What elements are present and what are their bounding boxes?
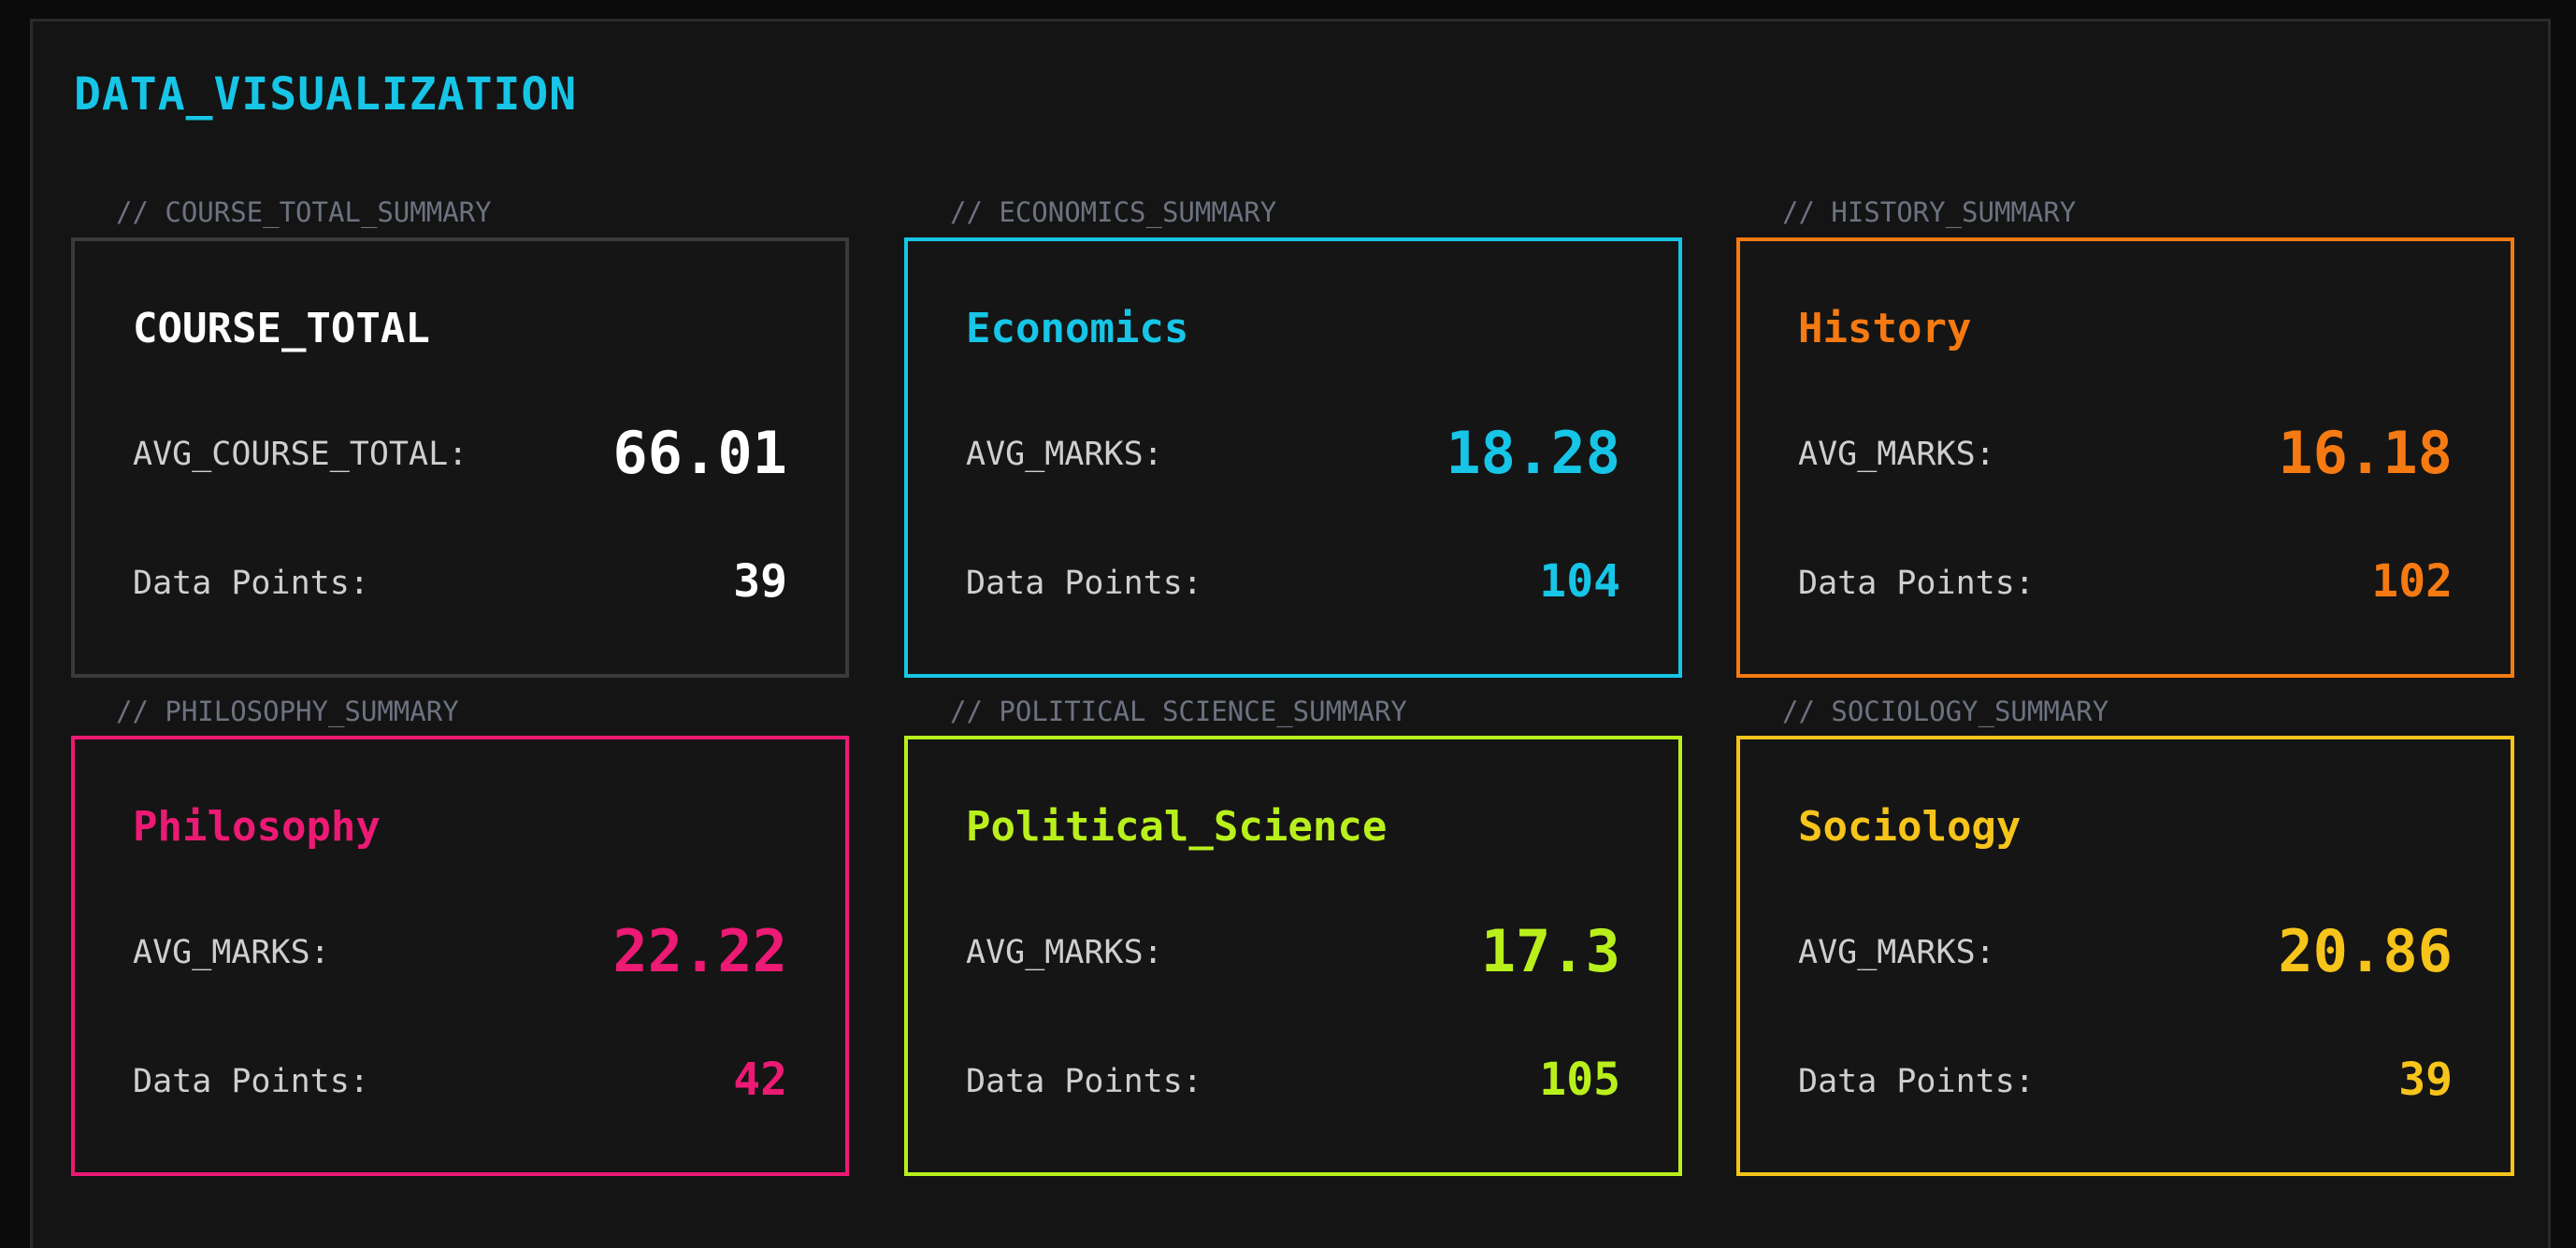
philosophy-card: Philosophy AVG_MARKS: 22.22 Data Points:…: [71, 736, 849, 1176]
card-title: Economics: [966, 305, 1189, 352]
economics-summary-label: // ECONOMICS_SUMMARY: [950, 196, 1277, 228]
history-summary-label: // HISTORY_SUMMARY: [1782, 196, 2077, 228]
history-card: History AVG_MARKS: 16.18 Data Points: 10…: [1736, 237, 2514, 678]
sociology-summary-label: // SOCIOLOGY_SUMMARY: [1782, 696, 2109, 727]
sociology-card: Sociology AVG_MARKS: 20.86 Data Points: …: [1736, 736, 2514, 1176]
avg-label: AVG_MARKS:: [1798, 436, 1995, 473]
avg-value: 20.86: [2278, 917, 2453, 985]
data-points-label: Data Points:: [133, 565, 369, 602]
course-total-card: COURSE_TOTAL AVG_COURSE_TOTAL: 66.01 Dat…: [71, 237, 849, 678]
data-points-value: 39: [733, 555, 787, 608]
card-title: Sociology: [1798, 803, 2022, 851]
card-title: History: [1798, 305, 1972, 352]
data-points-label: Data Points:: [966, 1063, 1202, 1100]
avg-label: AVG_MARKS:: [1798, 934, 1995, 971]
political-science-card: Political_Science AVG_MARKS: 17.3 Data P…: [904, 736, 1682, 1176]
data-points-label: Data Points:: [1798, 565, 2035, 602]
data-points-value: 42: [733, 1054, 787, 1106]
economics-card: Economics AVG_MARKS: 18.28 Data Points: …: [904, 237, 1682, 678]
data-points-value: 105: [1539, 1054, 1620, 1106]
avg-value: 66.01: [612, 419, 787, 487]
avg-label: AVG_MARKS:: [133, 934, 330, 971]
data-points-value: 102: [2371, 555, 2453, 608]
course-total-summary-label: // COURSE_TOTAL_SUMMARY: [116, 196, 492, 228]
avg-value: 17.3: [1480, 917, 1620, 985]
avg-label: AVG_MARKS:: [966, 934, 1163, 971]
data-points-label: Data Points:: [133, 1063, 369, 1100]
page-title: DATA_VISUALIZATION: [74, 68, 578, 121]
avg-value: 22.22: [612, 917, 787, 985]
card-title: Philosophy: [133, 803, 381, 851]
card-title: Political_Science: [966, 803, 1388, 851]
card-title: COURSE_TOTAL: [133, 305, 430, 352]
data-points-value: 39: [2398, 1054, 2453, 1106]
avg-value: 18.28: [1446, 419, 1620, 487]
avg-label: AVG_MARKS:: [966, 436, 1163, 473]
data-points-label: Data Points:: [966, 565, 1202, 602]
political-science-summary-label: // POLITICAL SCIENCE_SUMMARY: [950, 696, 1407, 727]
philosophy-summary-label: // PHILOSOPHY_SUMMARY: [116, 696, 459, 727]
avg-label: AVG_COURSE_TOTAL:: [133, 436, 468, 473]
data-points-value: 104: [1539, 555, 1620, 608]
avg-value: 16.18: [2278, 419, 2453, 487]
data-points-label: Data Points:: [1798, 1063, 2035, 1100]
